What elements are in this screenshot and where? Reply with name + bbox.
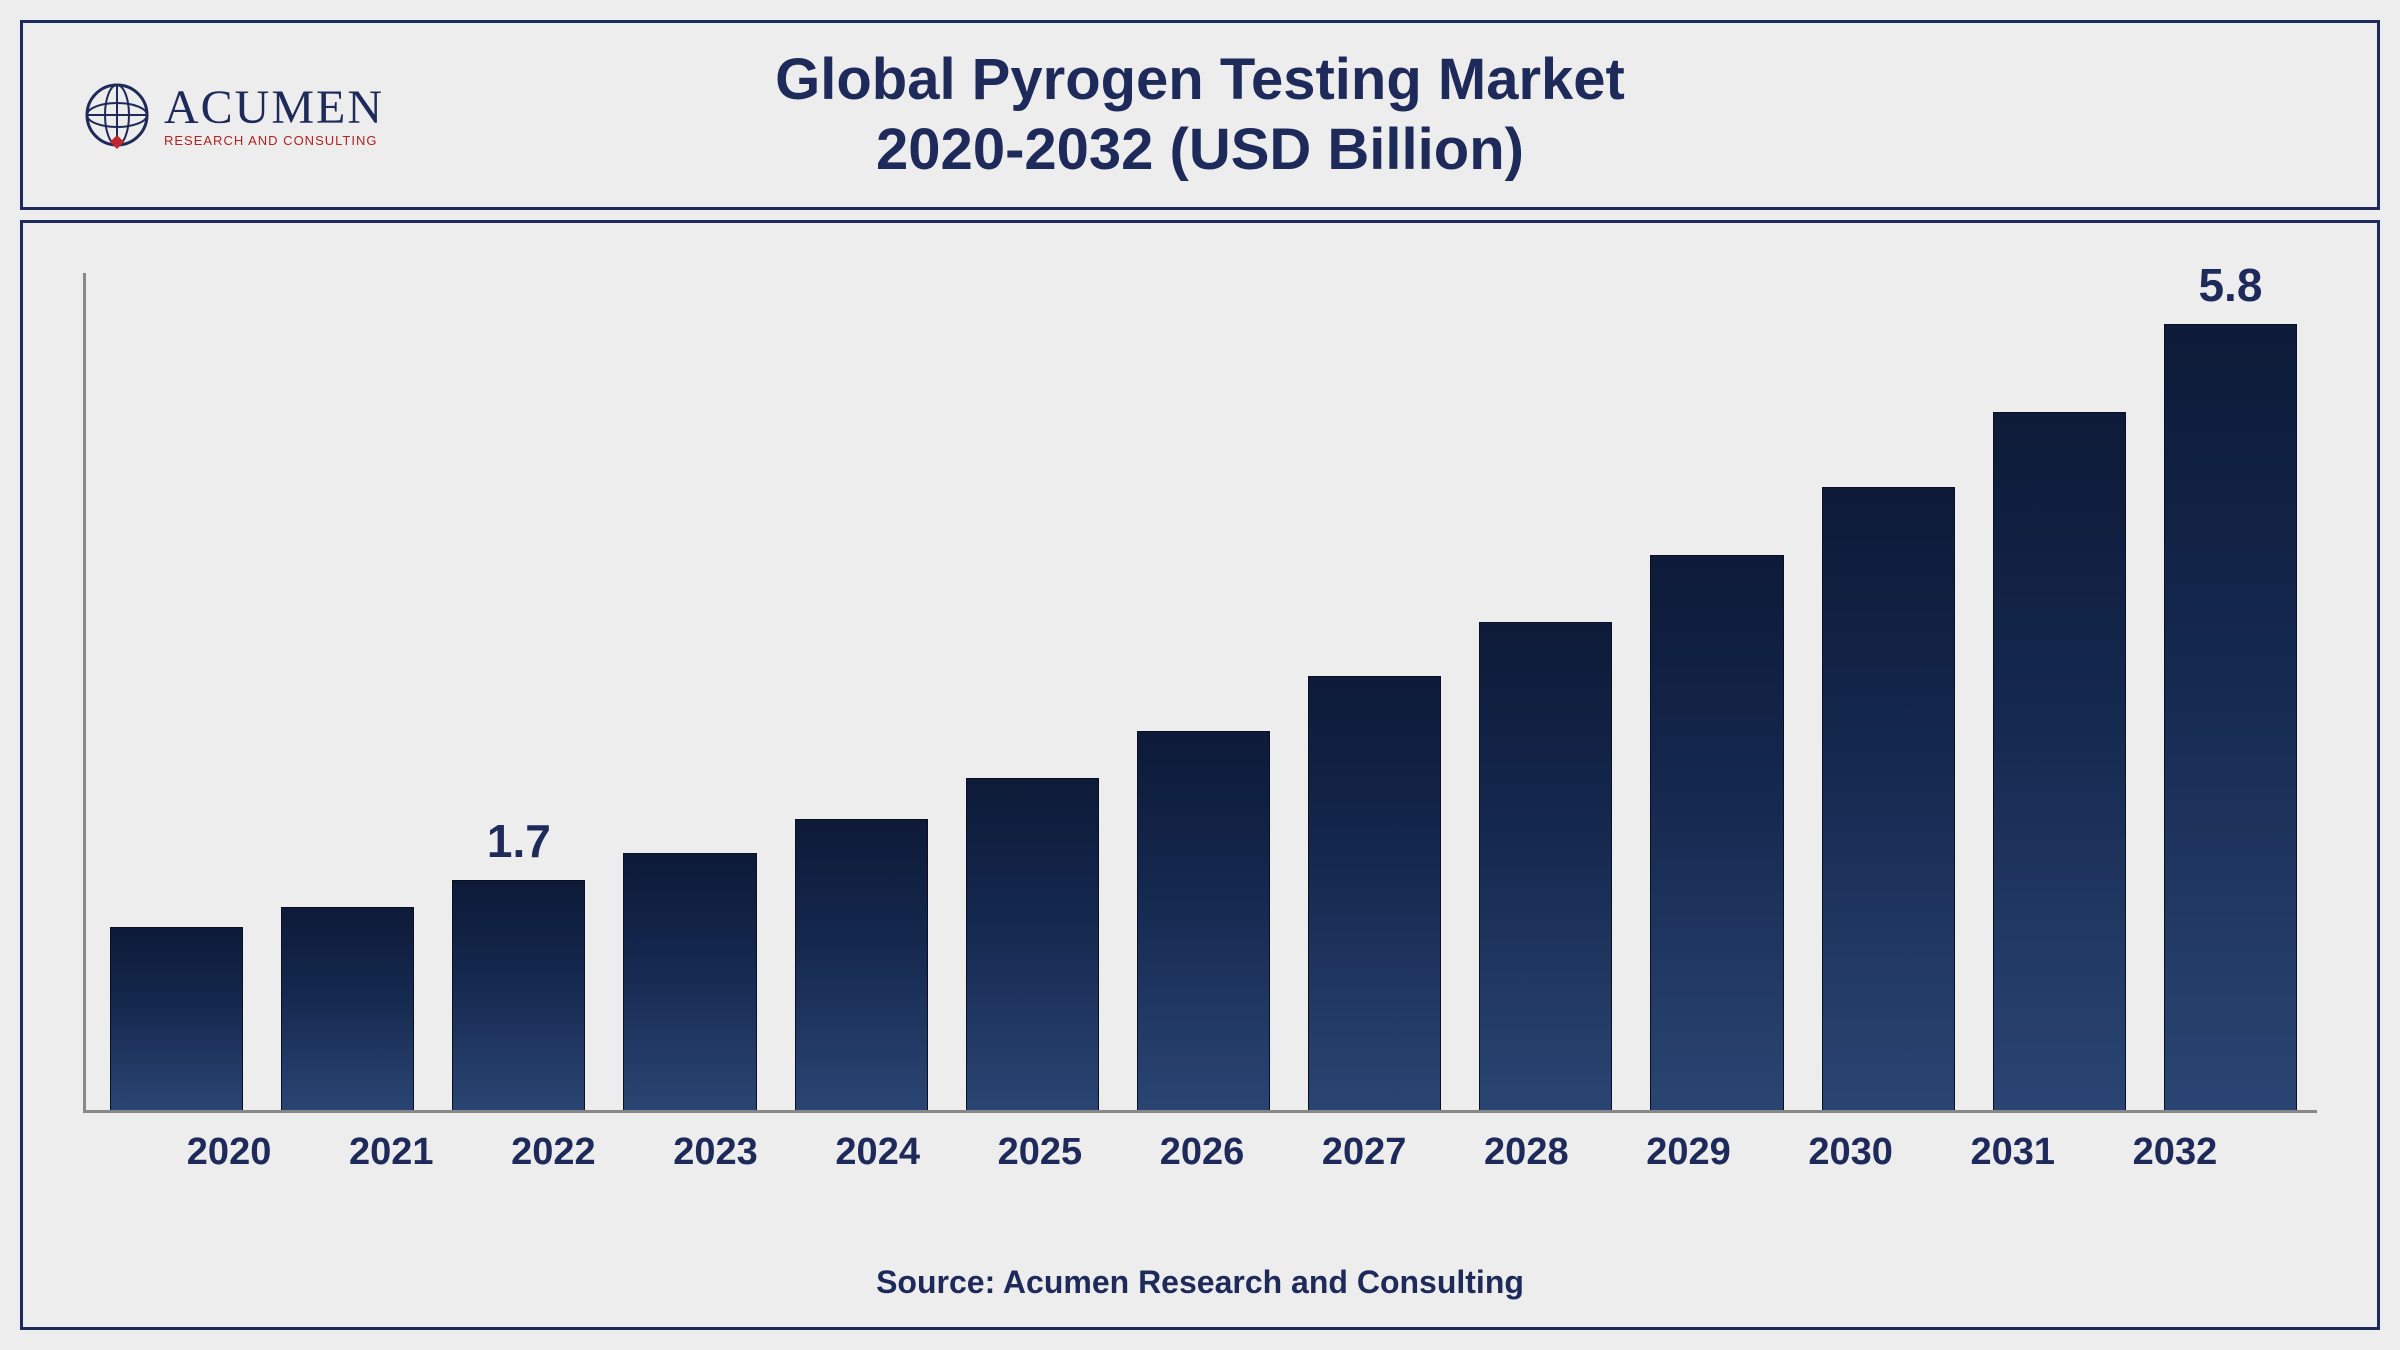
bar [623,853,756,1110]
bar-wrap [623,853,756,1110]
bar-wrap [1479,622,1612,1110]
x-tick: 2024 [816,1131,940,1174]
source-text: Source: Acumen Research and Consulting [23,1226,2377,1327]
bar [795,819,928,1110]
x-tick: 2030 [1789,1131,1913,1174]
x-axis: 2020 2021 2022 2023 2024 2025 2026 2027 2028 2029… [83,1113,2317,1174]
chart-panel: 1.75.8 202020212022202320242025202620272… [20,220,2380,1330]
bar [452,880,585,1110]
bar [1822,487,1955,1110]
bar-wrap [110,927,243,1110]
bar [1308,676,1441,1110]
bar-value-label: 1.7 [419,814,619,868]
bar [110,927,243,1110]
x-tick: 2022 [491,1131,615,1174]
bar [281,907,414,1110]
logo-area: ACUMEN RESEARCH AND CONSULTING [23,80,443,150]
bar-wrap [795,819,928,1110]
x-tick: 2021 [329,1131,453,1174]
bar-wrap [1308,676,1441,1110]
bar-wrap [281,907,414,1110]
bar-wrap [966,778,1099,1110]
bar [966,778,1099,1110]
bar [1137,731,1270,1110]
x-tick: 2032 [2113,1131,2237,1174]
bars-container: 1.7 5.8 [83,273,2317,1113]
logo-tagline: RESEARCH AND CONSULTING [164,134,384,147]
header-bar: ACUMEN RESEARCH AND CONSULTING Global Py… [20,20,2380,210]
bar-wrap [1993,412,2126,1110]
chart-area: 1.75.8 202020212022202320242025202620272… [23,223,2377,1226]
bar-value-label: 5.8 [2130,258,2330,312]
bar-wrap: 1.7 [452,880,585,1110]
bar-wrap [1650,555,1783,1110]
x-tick: 2025 [978,1131,1102,1174]
x-tick: 2027 [1302,1131,1426,1174]
x-tick: 2028 [1464,1131,1588,1174]
x-tick: 2026 [1140,1131,1264,1174]
bar [2164,324,2297,1110]
bar [1650,555,1783,1110]
globe-icon [82,80,152,150]
x-tick: 2031 [1951,1131,2075,1174]
bar-wrap [1822,487,1955,1110]
x-tick: 2029 [1626,1131,1750,1174]
bar [1993,412,2126,1110]
x-tick: 2023 [653,1131,777,1174]
bar [1479,622,1612,1110]
logo-text: ACUMEN RESEARCH AND CONSULTING [164,84,384,147]
bar-wrap [1137,731,1270,1110]
bar-wrap: 5.8 [2164,324,2297,1110]
x-tick: 2020 [167,1131,291,1174]
logo-brand: ACUMEN [164,84,384,132]
